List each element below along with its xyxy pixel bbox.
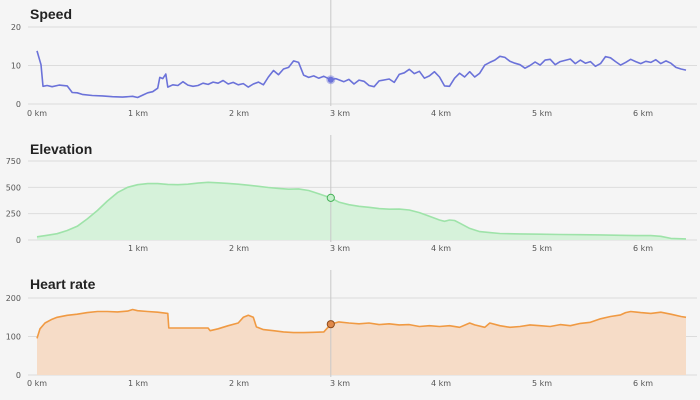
x-tick-label: 3 km bbox=[330, 109, 350, 118]
y-tick-label: 0 bbox=[16, 100, 21, 109]
y-tick-label: 250 bbox=[6, 210, 21, 219]
x-tick-label: 4 km bbox=[431, 379, 451, 388]
y-tick-label: 100 bbox=[6, 333, 21, 342]
x-tick-label: 1 km bbox=[128, 109, 148, 118]
y-tick-label: 20 bbox=[11, 23, 21, 32]
series-line bbox=[36, 50, 687, 99]
x-tick-label: 4 km bbox=[431, 244, 451, 253]
series-line bbox=[36, 308, 687, 339]
y-tick-label: 0 bbox=[16, 236, 21, 245]
x-tick-label: 0 km bbox=[27, 379, 47, 388]
speed-chart[interactable]: 0 10 20 0 km 1 km 2 km 3 km 4 km 5 km 6 km bbox=[0, 0, 700, 130]
x-tick-label: 5 km bbox=[532, 244, 552, 253]
y-tick-label: 10 bbox=[11, 62, 21, 71]
heart-rate-chart-title: Heart rate bbox=[30, 276, 96, 292]
speed-chart-title: Speed bbox=[30, 6, 73, 22]
y-tick-label: 500 bbox=[6, 183, 21, 192]
heart-rate-chart[interactable]: 0 100 200 0 km 1 km 2 km 3 km 4 km 5 km 6 km bbox=[0, 270, 700, 400]
y-tick-label: 0 bbox=[16, 371, 21, 380]
x-tick-label: 2 km bbox=[229, 109, 249, 118]
series-area bbox=[37, 182, 686, 240]
series-area bbox=[37, 309, 686, 375]
y-tick-label: 750 bbox=[6, 157, 21, 166]
x-tick-label: 0 km bbox=[27, 109, 47, 118]
x-tick-label: 5 km bbox=[532, 379, 552, 388]
x-tick-label: 6 km bbox=[633, 109, 653, 118]
x-tick-label: 3 km bbox=[330, 244, 350, 253]
x-tick-label: 5 km bbox=[532, 109, 552, 118]
x-tick-label: 1 km bbox=[128, 379, 148, 388]
x-tick-label: 4 km bbox=[431, 109, 451, 118]
y-tick-label: 200 bbox=[6, 294, 21, 303]
x-tick-label: 6 km bbox=[633, 244, 653, 253]
x-tick-label: 3 km bbox=[330, 379, 350, 388]
series-line bbox=[36, 181, 687, 240]
cursor-point bbox=[327, 76, 334, 83]
cursor-point bbox=[326, 193, 335, 202]
x-tick-label: 2 km bbox=[229, 379, 249, 388]
cursor-point bbox=[326, 320, 335, 329]
elevation-chart[interactable]: 0 250 500 750 1 km 2 km 3 km 4 km 5 km 6 km bbox=[0, 135, 700, 265]
x-tick-label: 2 km bbox=[229, 244, 249, 253]
elevation-chart-title: Elevation bbox=[30, 141, 93, 157]
x-tick-label: 1 km bbox=[128, 244, 148, 253]
x-tick-label: 6 km bbox=[633, 379, 653, 388]
